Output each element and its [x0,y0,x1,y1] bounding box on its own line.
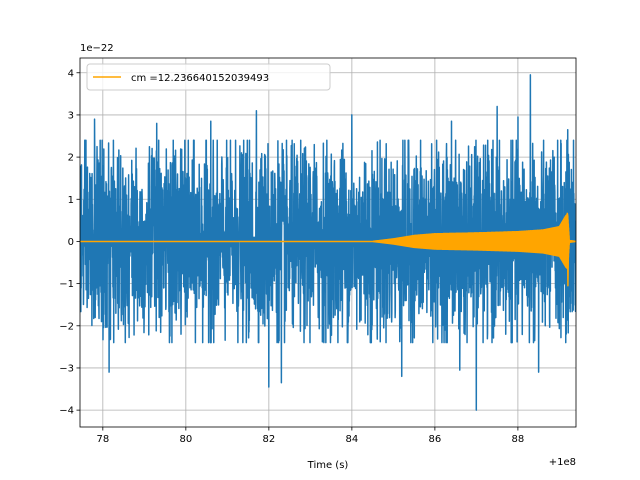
legend-box [86,63,331,91]
y-tick-label: 3 [68,110,74,121]
y-tick-label: 4 [68,68,74,79]
x-tick-label: 80 [179,434,192,445]
y-tick-label: −1 [59,279,74,290]
y-tick-label: 2 [68,153,74,164]
axes-frame [79,57,577,428]
y-tick-label: 0 [68,237,74,248]
y-tick-label: −4 [59,406,74,417]
x-axis-ticks: 78 80 82 84 86 88 [96,427,524,445]
legend: cm =12.236640152039493 [86,63,331,91]
x-tick-label: 84 [345,434,358,445]
series-layer [80,74,576,411]
y-tick-label: 1 [68,195,74,206]
y-tick-label: −3 [59,363,74,374]
x-tick-label: 86 [429,434,442,445]
y-axis-ticks: −4 −3 −2 −1 0 1 2 3 4 [59,68,80,417]
y-tick-label: −2 [59,321,74,332]
y-scale-label: 1e−22 [80,43,114,54]
x-offset-label: +1e8 [549,457,576,468]
x-tick-label: 88 [512,434,525,445]
series-template-line [80,212,576,287]
legend-label-template: cm =12.236640152039493 [131,73,269,84]
x-tick-label: 78 [96,434,109,445]
x-axis-label: Time (s) [307,460,349,471]
x-tick-label: 82 [262,434,275,445]
series-strain-line [80,74,576,411]
